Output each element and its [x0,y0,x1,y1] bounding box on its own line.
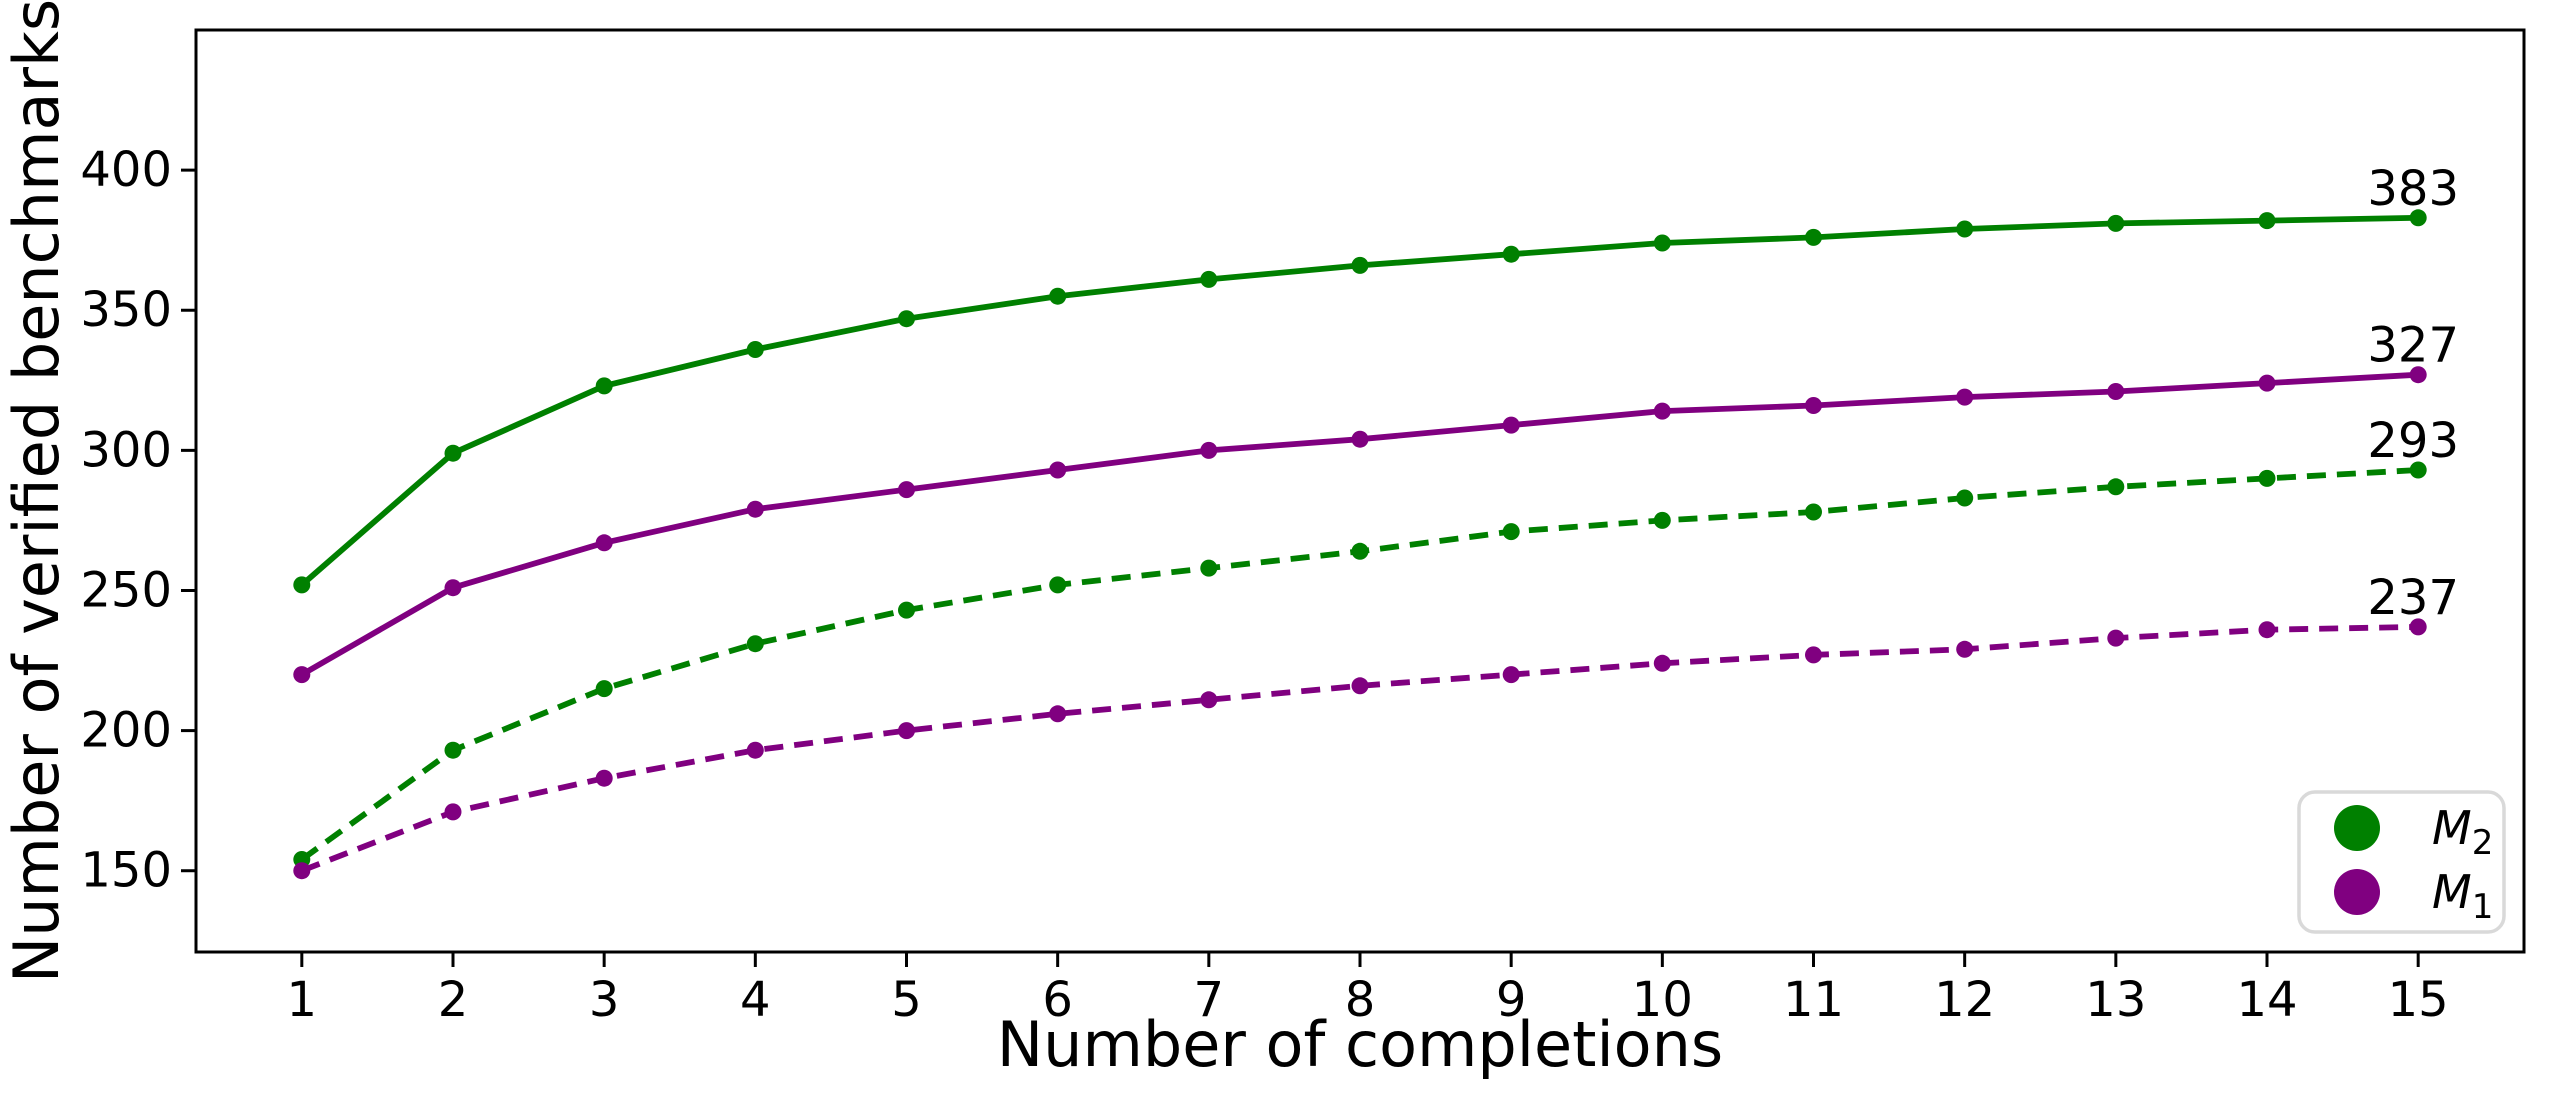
data-point-m1-dashed [293,862,311,880]
data-point-m1-solid [1049,461,1067,479]
data-point-m1-solid [746,500,764,518]
legend-marker-m2 [2334,805,2380,851]
x-tick-label: 10 [1632,972,1693,1028]
data-point-m1-dashed [2258,621,2276,639]
data-point-m2-solid [1200,270,1218,288]
data-point-m1-solid [293,666,311,684]
data-point-m1-dashed [1351,677,1369,695]
y-tick-label: 400 [80,142,172,198]
data-point-m1-dashed [1502,666,1520,684]
x-tick-label: 13 [2085,972,2146,1028]
end-value-label-m2-solid: 383 [2367,161,2459,217]
data-point-m2-dashed [444,741,462,759]
end-value-label-m2-dashed: 293 [2367,413,2459,469]
data-point-m2-solid [1502,245,1520,263]
data-point-m1-dashed [2107,629,2125,647]
data-point-m2-solid [898,310,915,328]
data-point-m2-dashed [898,601,915,619]
data-point-m1-dashed [1200,691,1218,709]
x-axis-label: Number of completions [997,1008,1723,1081]
data-point-m2-dashed [1049,576,1067,594]
data-point-m2-dashed [1956,489,1974,507]
series-line-m1-dashed [300,624,2419,874]
data-point-m1-solid [1956,388,1974,406]
data-point-m2-dashed [1653,511,1671,529]
data-point-m1-dashed [1049,705,1067,723]
data-point-m1-dashed [595,769,613,787]
data-point-m2-solid [1956,220,1974,238]
y-axis-label: Number of verified benchmarks [0,0,73,983]
data-point-m1-solid [898,481,915,499]
data-point-m1-solid [1805,397,1822,414]
data-point-m1-dashed [1956,640,1974,658]
data-point-m2-solid [2107,214,2125,232]
data-point-m2-solid [2258,212,2276,230]
series-line-m2-dashed [300,467,2419,862]
y-tick-label: 150 [80,843,172,899]
data-point-m2-dashed [1805,503,1822,521]
x-tick-label: 4 [740,972,771,1028]
data-point-m1-solid [1502,416,1520,434]
data-point-m1-dashed [1805,646,1822,664]
x-tick-label: 6 [1042,972,1073,1028]
legend-label-m1: M1 [2432,865,2493,927]
x-tick-label: 3 [589,972,620,1028]
data-point-m2-dashed [2409,461,2427,479]
y-tick-label: 350 [80,282,172,338]
y-tick-label: 250 [80,562,172,618]
data-point-m2-solid [293,576,311,594]
x-tick-label: 9 [1496,972,1527,1028]
data-point-m2-dashed [2107,478,2125,496]
data-point-m2-dashed [1351,542,1369,560]
x-tick-label: 5 [891,972,922,1028]
y-tick-label: 300 [80,422,172,478]
data-point-m2-solid [1653,234,1671,252]
data-point-m1-dashed [444,803,462,821]
end-value-label-m1-solid: 327 [2367,318,2459,374]
data-point-m1-dashed [2409,618,2427,636]
legend-marker-m1 [2334,869,2380,915]
data-point-m2-solid [444,444,462,462]
data-point-m2-solid [1351,256,1369,274]
data-point-m2-dashed [595,680,613,698]
data-point-m2-solid [1049,287,1067,305]
data-point-m2-dashed [2258,469,2276,487]
series-line-m1-solid [300,371,2419,678]
x-tick-label: 8 [1345,972,1376,1028]
data-point-m2-dashed [746,635,764,653]
data-point-m2-solid [1805,228,1822,246]
data-point-m1-solid [2409,366,2427,384]
data-point-m1-solid [595,534,613,552]
data-point-m1-dashed [746,741,764,759]
data-point-m1-solid [444,579,462,597]
data-point-m1-solid [1200,441,1218,459]
plot-border [194,28,2526,954]
x-tick-label: 7 [1194,972,1225,1028]
data-point-m2-dashed [1502,523,1520,541]
x-tick-label: 15 [2388,972,2449,1028]
y-tick-label: 200 [80,703,172,759]
data-point-m1-dashed [1653,654,1671,672]
data-point-m2-solid [746,341,764,358]
data-point-m2-solid [595,377,613,395]
x-tick-label: 12 [1934,972,1995,1028]
x-tick-label: 11 [1783,972,1844,1028]
data-point-m1-solid [2107,383,2125,400]
data-point-m1-solid [1351,430,1369,448]
data-point-m1-solid [2258,374,2276,392]
data-point-m1-solid [1653,402,1671,420]
x-tick-label: 1 [287,972,318,1028]
x-tick-label: 14 [2236,972,2297,1028]
x-tick-label: 2 [438,972,469,1028]
data-point-m1-dashed [898,722,915,740]
data-point-m2-solid [2409,209,2427,227]
end-value-label-m1-dashed: 237 [2367,570,2459,626]
data-point-m2-dashed [1200,559,1218,577]
